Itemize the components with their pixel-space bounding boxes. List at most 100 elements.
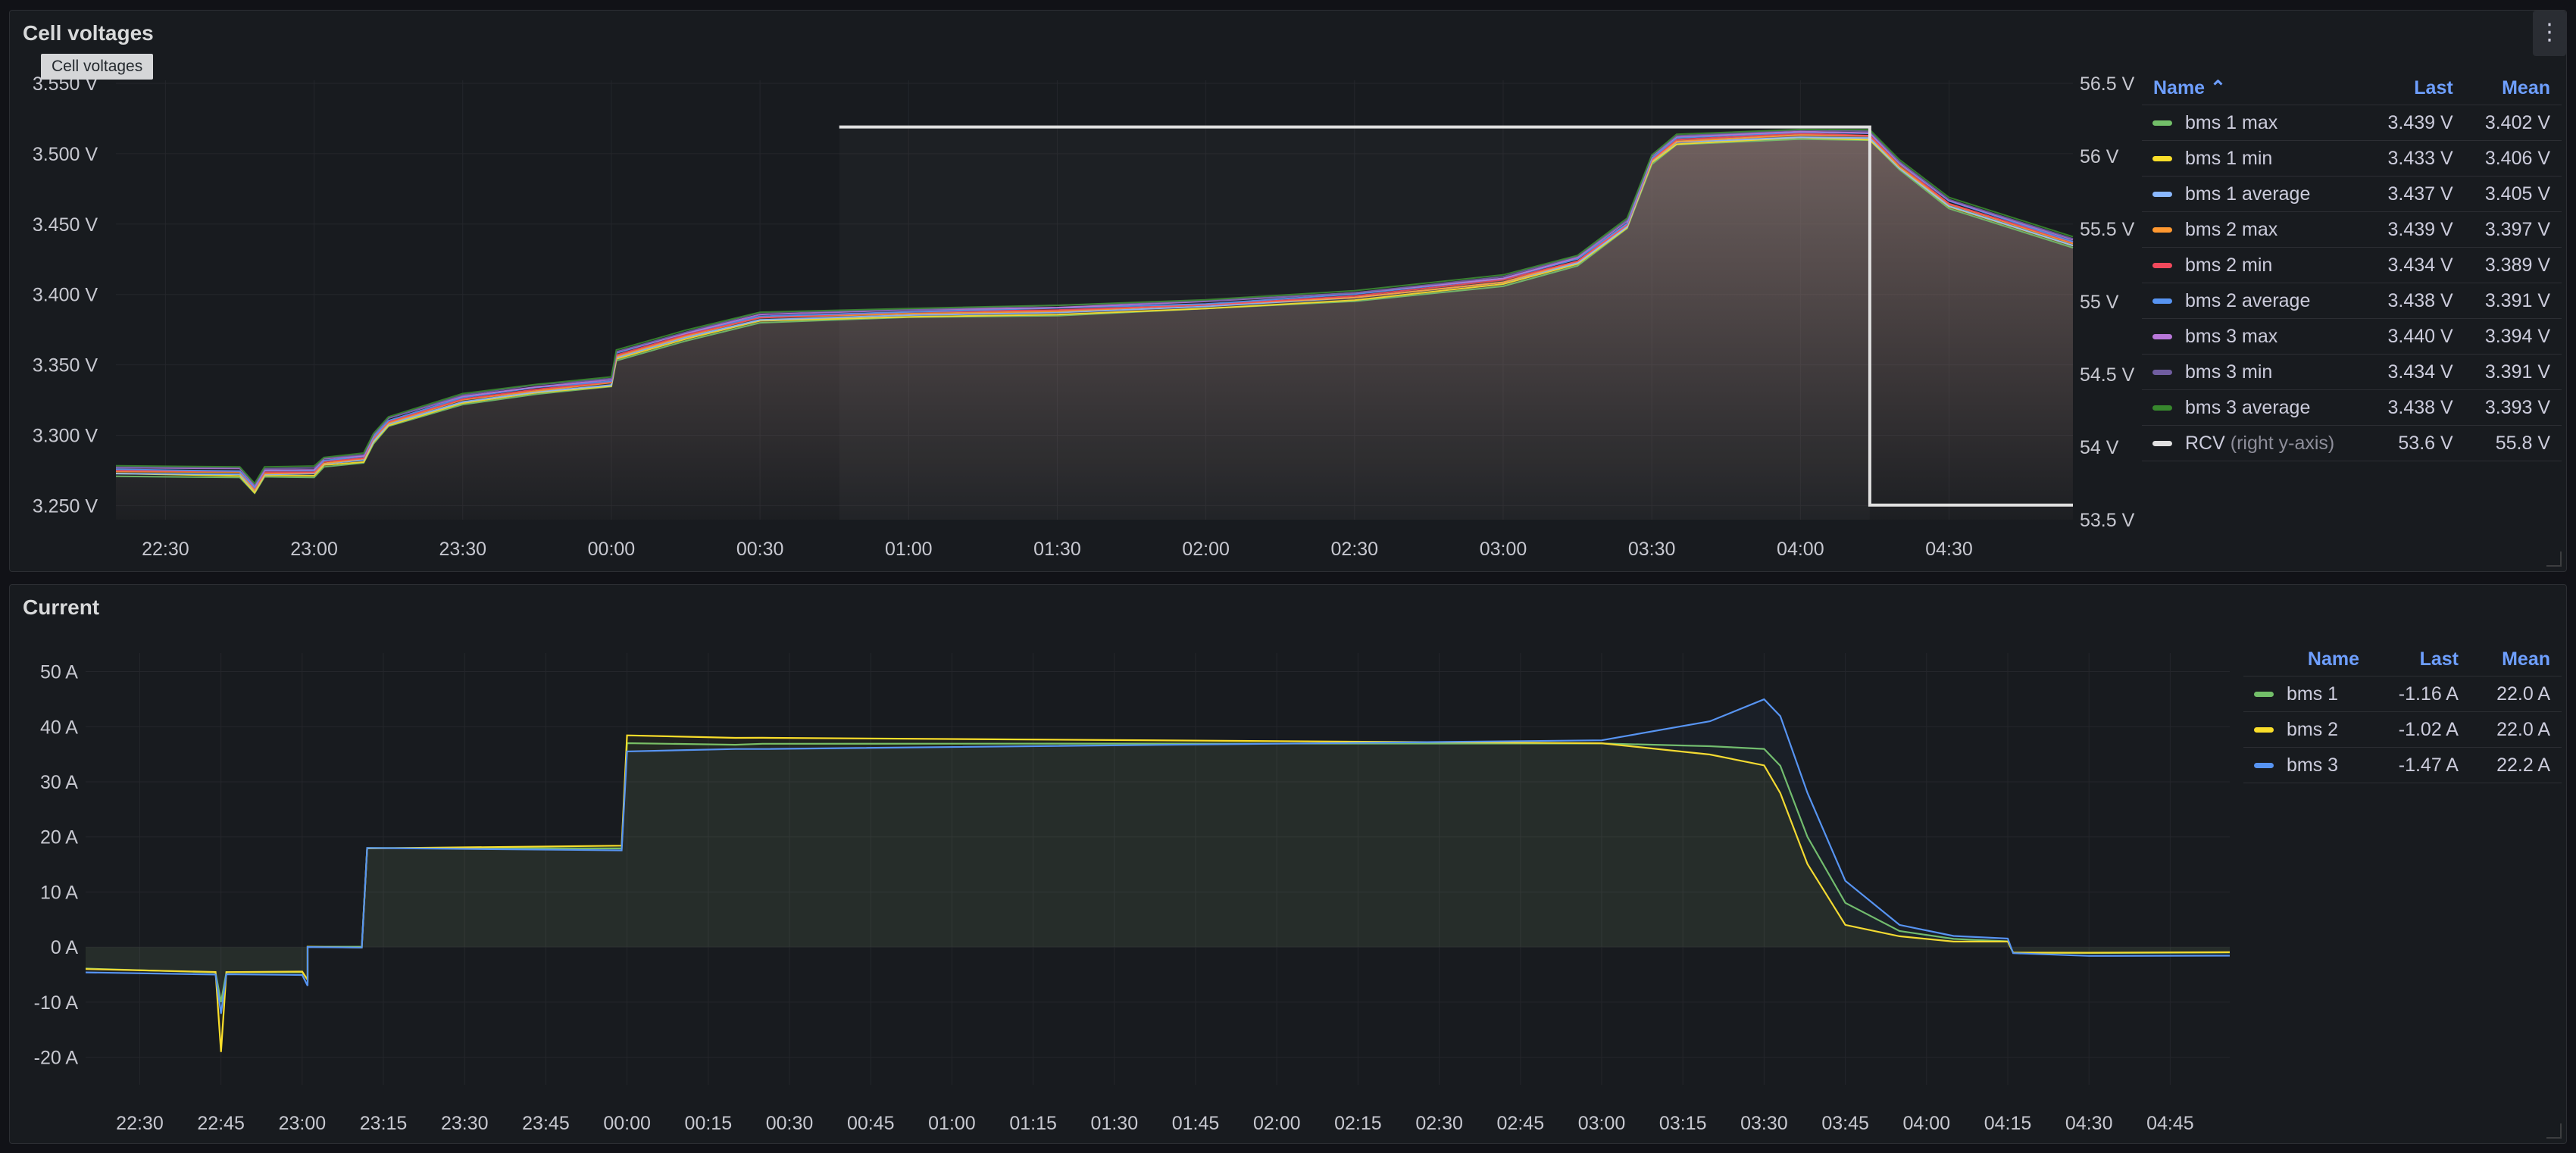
legend-series-name[interactable]: bms 2 min (2142, 247, 2368, 283)
panel-title[interactable]: Cell voltages (23, 21, 154, 45)
x-tick-label: 02:30 (1331, 539, 1379, 560)
legend-name-header[interactable]: Name ⌃ (2142, 71, 2368, 105)
legend-header-row: Name ⌃ Last Mean (2142, 71, 2562, 105)
x-tick-label: 02:45 (1497, 1113, 1545, 1134)
x-tick-label: 02:15 (1334, 1113, 1382, 1134)
series-name: bms 1 max (2185, 111, 2278, 133)
cell-voltages-chart[interactable]: 3.250 V 3.300 V 3.350 V 3.400 V 3.450 V 3.500… (10, 11, 2568, 573)
legend-series-name[interactable]: bms 2 max (2142, 211, 2368, 248)
x-tick-label: 04:45 (2146, 1113, 2194, 1134)
legend-last-value: 3.437 V (2367, 176, 2465, 212)
cell-voltages-panel: Cell voltages ⋮ 3.250 V 3.300 V 3.350 V 3.4… (9, 10, 2567, 572)
legend-last-value: -1.16 A (2371, 676, 2470, 712)
y-tick-label: 3.400 V (33, 285, 98, 306)
series-color-swatch (2152, 227, 2172, 233)
legend-name-header[interactable]: Name (2243, 642, 2371, 676)
legend-row[interactable]: bms 3 min 3.434 V 3.391 V (2142, 354, 2562, 390)
x-tick-label: 03:30 (1628, 539, 1676, 560)
legend-series-name[interactable]: bms 3 max (2142, 318, 2368, 355)
legend-mean-value: 3.402 V (2464, 105, 2562, 141)
legend-mean-header[interactable]: Mean (2469, 642, 2562, 676)
x-tick-label: 00:00 (588, 539, 636, 560)
legend-row[interactable]: bms 3 -1.47 A 22.2 A (2243, 747, 2562, 783)
legend-row[interactable]: bms 1 max 3.439 V 3.402 V (2142, 105, 2562, 141)
legend-last-header[interactable]: Last (2367, 71, 2465, 105)
y-tick-label: -10 A (34, 992, 79, 1014)
legend-last-value: -1.47 A (2371, 747, 2470, 783)
legend-series-name[interactable]: bms 1 (2243, 676, 2371, 712)
legend-series-name[interactable]: bms 2 average (2142, 283, 2368, 319)
y2-tick-label: 53.5 V (2080, 510, 2135, 531)
legend-row[interactable]: bms 2 -1.02 A 22.0 A (2243, 711, 2562, 748)
legend-series-name[interactable]: bms 1 average (2142, 176, 2368, 212)
series-line-RCV (839, 125, 2073, 507)
legend-row[interactable]: bms 3 average 3.438 V 3.393 V (2142, 389, 2562, 426)
x-tick-label: 00:15 (685, 1113, 733, 1134)
resize-handle[interactable] (2546, 1123, 2562, 1139)
x-tick-label: 00:45 (847, 1113, 895, 1134)
y-tick-label: 10 A (40, 882, 78, 903)
vertical-dots-icon[interactable]: ⋮ (2533, 11, 2566, 56)
series-color-swatch (2254, 727, 2274, 733)
cell-voltages-legend: Name ⌃ Last Mean bms 1 max 3.439 V 3.402 V… (2142, 71, 2562, 461)
x-tick-label: 03:00 (1578, 1113, 1626, 1134)
y-tick-label: 30 A (40, 772, 78, 793)
x-tick-label: 04:30 (1925, 539, 1973, 560)
legend-series-name[interactable]: bms 3 average (2142, 389, 2368, 426)
current-chart[interactable]: -20 A -10 A 0 A 10 A 20 A 30 A 40 A 50 A 22:30 22… (10, 585, 2568, 1145)
x-tick-label: 03:45 (1821, 1113, 1869, 1134)
legend-last-header[interactable]: Last (2371, 642, 2470, 676)
x-tick-label: 02:00 (1253, 1113, 1301, 1134)
legend-row[interactable]: bms 1 min 3.433 V 3.406 V (2142, 140, 2562, 177)
legend-series-name[interactable]: bms 3 min (2142, 354, 2368, 390)
rcv-area-fill (839, 127, 1870, 520)
legend-row[interactable]: bms 2 average 3.438 V 3.391 V (2142, 283, 2562, 319)
legend-mean-header[interactable]: Mean (2464, 71, 2562, 105)
series-line-bms-1-min (115, 136, 2074, 495)
y-tick-label: 40 A (40, 717, 78, 738)
x-tick-label: 22:45 (197, 1113, 245, 1134)
series-color-swatch (2152, 192, 2172, 198)
x-tick-label: 03:30 (1740, 1113, 1788, 1134)
legend-series-name[interactable]: bms 1 min (2142, 140, 2368, 177)
legend-mean-value: 22.0 A (2469, 711, 2562, 748)
legend-row[interactable]: bms 2 min 3.434 V 3.389 V (2142, 247, 2562, 283)
x-tick-label: 03:15 (1659, 1113, 1707, 1134)
panel-title[interactable]: Current (23, 595, 100, 619)
current-area-fill-bms-1 (86, 743, 2230, 1002)
x-tick-label: 23:00 (279, 1113, 327, 1134)
x-tick-label: 02:00 (1182, 539, 1230, 560)
x-tick-label: 01:00 (885, 539, 933, 560)
legend-row[interactable]: bms 1 average 3.437 V 3.405 V (2142, 176, 2562, 212)
y-tick-label: 20 A (40, 827, 78, 848)
x-tick-label: 01:00 (928, 1113, 976, 1134)
current-legend: Name Last Mean bms 1 -1.16 A 22.0 A bms 2 -1… (2243, 642, 2562, 783)
legend-row[interactable]: bms 2 max 3.439 V 3.397 V (2142, 211, 2562, 248)
legend-series-name[interactable]: bms 1 max (2142, 105, 2368, 141)
x-tick-label: 23:30 (441, 1113, 489, 1134)
legend-last-value: -1.02 A (2371, 711, 2470, 748)
series-color-swatch (2152, 120, 2172, 127)
legend-mean-value: 3.389 V (2464, 247, 2562, 283)
series-name: bms 3 max (2185, 325, 2278, 347)
x-tick-label: 00:30 (736, 539, 784, 560)
legend-series-name[interactable]: bms 3 (2243, 747, 2371, 783)
legend-last-value: 3.433 V (2367, 140, 2465, 177)
x-tick-label: 03:00 (1480, 539, 1527, 560)
series-name: bms 2 max (2185, 218, 2278, 240)
legend-row[interactable]: bms 1 -1.16 A 22.0 A (2243, 676, 2562, 712)
series-name: bms 2 (2287, 718, 2339, 740)
legend-mean-value: 3.391 V (2464, 354, 2562, 390)
legend-series-name[interactable]: RCV (right y-axis) (2142, 425, 2368, 461)
current-area-fill-bms-3 (86, 698, 2230, 1014)
legend-row[interactable]: bms 3 max 3.440 V 3.394 V (2142, 318, 2562, 355)
series-line-bms-2-min (115, 133, 2074, 490)
current-area-fill-bms-2 (86, 735, 2230, 1052)
series-line-bms-3-average (115, 128, 2074, 485)
x-tick-label: 23:45 (522, 1113, 570, 1134)
legend-series-name[interactable]: bms 2 (2243, 711, 2371, 748)
legend-row[interactable]: RCV (right y-axis) 53.6 V 55.8 V (2142, 425, 2562, 461)
resize-handle[interactable] (2546, 552, 2562, 567)
legend-mean-value: 22.2 A (2469, 747, 2562, 783)
series-color-swatch (2152, 441, 2172, 447)
